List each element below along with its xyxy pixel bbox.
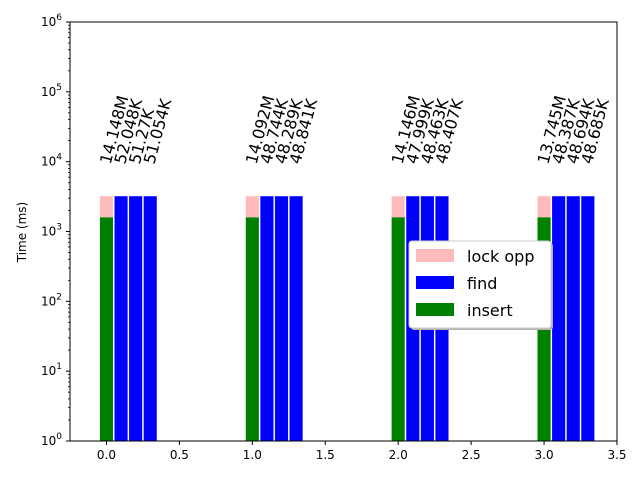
y-tick-label: 102 bbox=[41, 292, 62, 308]
bar-find-1 bbox=[114, 196, 128, 441]
bar-find-7 bbox=[289, 196, 303, 441]
bar-find-14 bbox=[566, 196, 580, 441]
legend-label: insert bbox=[467, 301, 513, 320]
bar-insert-8 bbox=[391, 217, 405, 441]
bar-find-13 bbox=[552, 196, 566, 441]
bar-lock-opp-12 bbox=[537, 196, 551, 218]
bar-insert-0 bbox=[99, 217, 114, 441]
legend-label: find bbox=[467, 274, 497, 293]
y-tick-label: 106 bbox=[41, 13, 62, 29]
y-tick-label: 104 bbox=[41, 153, 62, 169]
bar-find-15 bbox=[581, 196, 595, 441]
x-tick-label: 0.5 bbox=[170, 448, 189, 462]
bar-lock-opp-4 bbox=[245, 196, 259, 218]
bar-lock-opp-0 bbox=[99, 196, 114, 218]
y-tick-label: 103 bbox=[41, 223, 62, 239]
bar-find-5 bbox=[260, 196, 274, 441]
x-tick-label: 0.0 bbox=[97, 448, 116, 462]
x-tick-label: 2.0 bbox=[389, 448, 408, 462]
legend-label: lock opp bbox=[467, 247, 534, 266]
bar-insert-4 bbox=[245, 217, 259, 441]
x-axis-ticks: 0.0 0.5 1.0 1.5 2.0 2.5 3.0 3.5 bbox=[97, 441, 627, 462]
x-tick-label: 3.5 bbox=[607, 448, 626, 462]
bar-find-6 bbox=[274, 196, 289, 441]
bar-find-2 bbox=[129, 196, 143, 441]
x-tick-label: 1.5 bbox=[316, 448, 335, 462]
y-tick-label: 105 bbox=[41, 83, 62, 99]
legend-swatch bbox=[416, 303, 454, 316]
legend-swatch bbox=[416, 276, 454, 289]
bar-lock-opp-8 bbox=[391, 196, 405, 218]
legend-swatch bbox=[416, 249, 454, 262]
bar-find-3 bbox=[143, 196, 157, 441]
x-tick-label: 1.0 bbox=[243, 448, 262, 462]
x-tick-label: 2.5 bbox=[462, 448, 481, 462]
legend: lock opp find insert bbox=[408, 240, 553, 330]
x-tick-label: 3.0 bbox=[535, 448, 554, 462]
y-axis-label: Time (ms) bbox=[15, 202, 29, 264]
y-tick-label: 100 bbox=[41, 432, 62, 448]
y-tick-label: 101 bbox=[41, 362, 62, 378]
y-axis-ticks: 100 101 102 103 104 105 106 bbox=[41, 13, 70, 448]
